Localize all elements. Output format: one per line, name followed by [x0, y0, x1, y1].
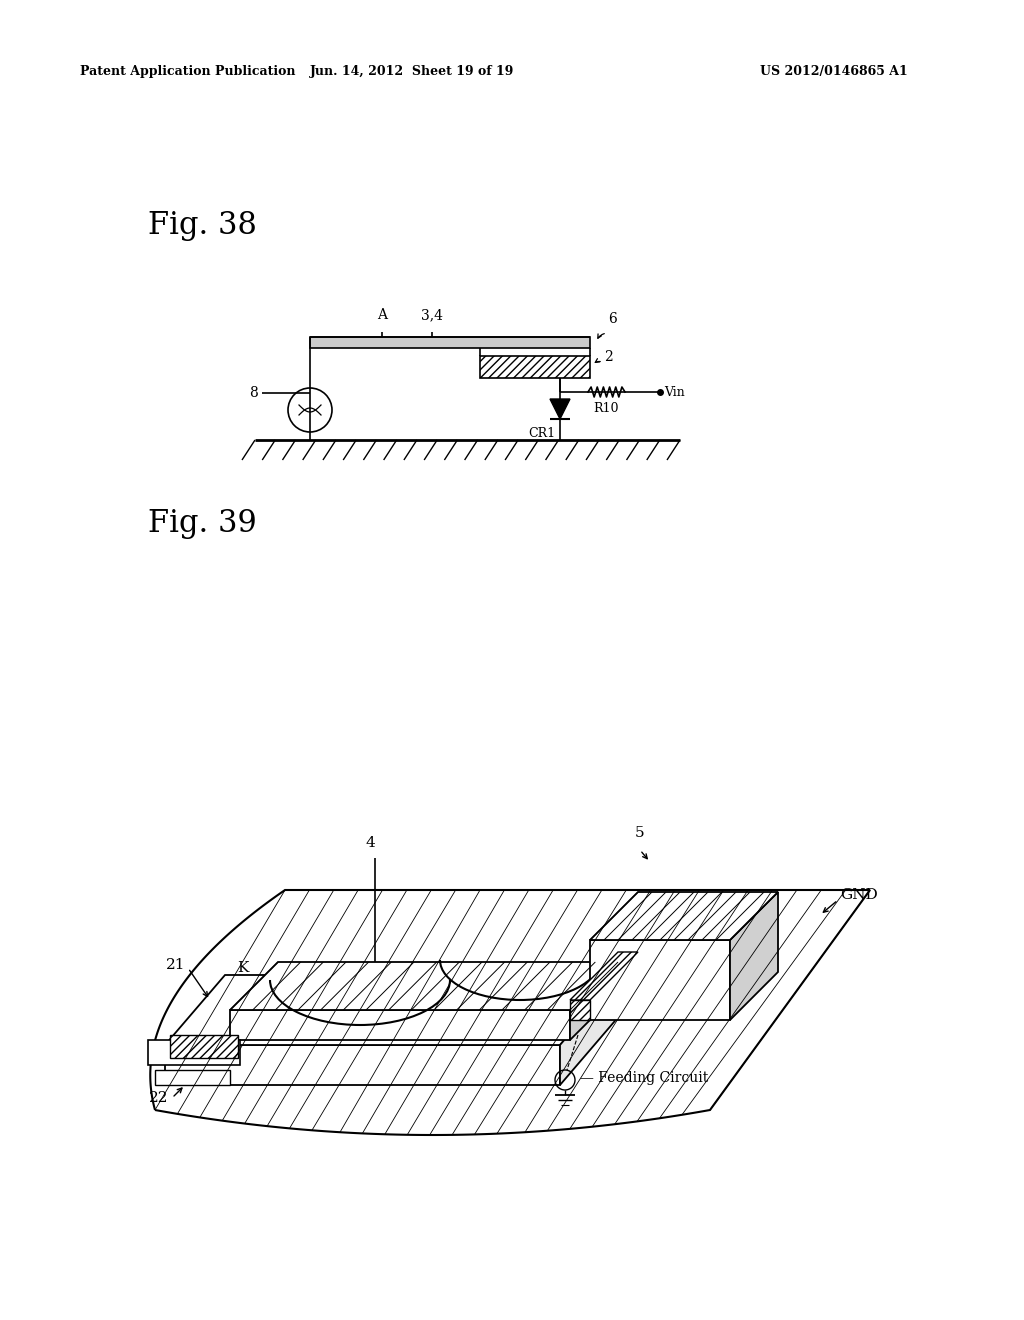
FancyArrowPatch shape: [823, 902, 836, 912]
Polygon shape: [165, 975, 620, 1045]
Polygon shape: [230, 1010, 570, 1040]
FancyArrowPatch shape: [595, 359, 600, 363]
Polygon shape: [570, 962, 618, 1040]
FancyArrowPatch shape: [174, 1088, 182, 1096]
Text: Jun. 14, 2012  Sheet 19 of 19: Jun. 14, 2012 Sheet 19 of 19: [310, 66, 514, 78]
Polygon shape: [730, 892, 778, 1020]
Text: — Feeding Circuit: — Feeding Circuit: [580, 1071, 709, 1085]
Text: 21: 21: [166, 958, 185, 972]
Bar: [310, 337, 590, 348]
PathPatch shape: [151, 890, 870, 1135]
Polygon shape: [148, 1040, 240, 1065]
Polygon shape: [590, 940, 730, 1020]
Text: 3,4: 3,4: [421, 308, 443, 322]
Polygon shape: [550, 399, 570, 418]
Text: R10: R10: [594, 403, 620, 414]
Text: 5: 5: [635, 826, 645, 840]
Text: K: K: [237, 961, 249, 975]
Polygon shape: [570, 952, 638, 1001]
Text: 6: 6: [608, 312, 616, 326]
Text: US 2012/0146865 A1: US 2012/0146865 A1: [760, 66, 907, 78]
FancyArrowPatch shape: [598, 334, 604, 338]
Text: Vin: Vin: [664, 385, 685, 399]
Text: 4: 4: [366, 836, 375, 850]
Text: Patent Application Publication: Patent Application Publication: [80, 66, 296, 78]
Bar: [480, 356, 590, 378]
Text: 2: 2: [604, 350, 612, 364]
Polygon shape: [170, 1035, 238, 1059]
Text: A: A: [377, 308, 387, 322]
Text: Fig. 38: Fig. 38: [148, 210, 257, 242]
Text: GND: GND: [840, 888, 878, 902]
Polygon shape: [155, 1071, 230, 1085]
Text: Fig. 39: Fig. 39: [148, 508, 257, 539]
Polygon shape: [165, 1045, 560, 1085]
Text: 8: 8: [249, 385, 258, 400]
Text: CR1: CR1: [528, 426, 555, 440]
FancyArrowPatch shape: [642, 853, 647, 859]
Polygon shape: [560, 975, 620, 1085]
Polygon shape: [230, 962, 618, 1010]
Polygon shape: [590, 892, 778, 940]
Polygon shape: [570, 1001, 590, 1020]
Text: 22: 22: [148, 1092, 168, 1105]
FancyArrowPatch shape: [189, 970, 208, 997]
